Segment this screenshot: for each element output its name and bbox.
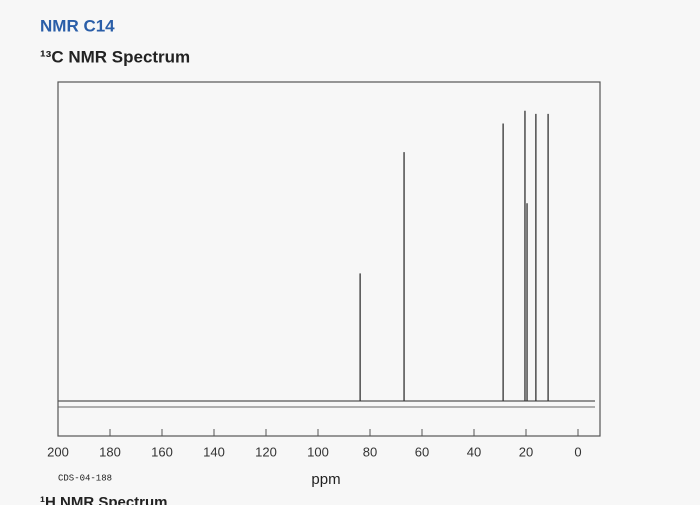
x-tick-label: 120: [255, 444, 277, 459]
chart-subtitle: ¹³C NMR Spectrum: [40, 47, 190, 66]
x-tick-label: 60: [415, 444, 429, 459]
x-tick-label: 160: [151, 444, 173, 459]
plot-frame: [57, 81, 601, 437]
x-tick-label: 40: [467, 444, 481, 459]
next-heading: ¹H NMR Spectrum: [40, 494, 168, 505]
chart-title: NMR C14: [40, 16, 115, 35]
x-tick-label: 200: [47, 444, 69, 459]
x-tick-label: 180: [99, 444, 121, 459]
x-tick-label: 80: [363, 444, 377, 459]
x-tick-label: 100: [307, 444, 329, 459]
x-tick-label: 140: [203, 444, 225, 459]
x-tick-label: 0: [574, 444, 581, 459]
code-label: CDS-04-188: [58, 473, 112, 483]
x-axis-label: ppm: [311, 471, 340, 488]
x-tick-label: 20: [519, 444, 533, 459]
